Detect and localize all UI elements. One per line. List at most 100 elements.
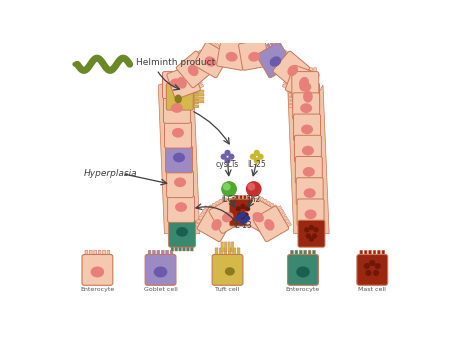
- FancyBboxPatch shape: [165, 95, 168, 103]
- FancyBboxPatch shape: [166, 83, 193, 110]
- Ellipse shape: [305, 209, 317, 219]
- FancyBboxPatch shape: [107, 250, 110, 258]
- Circle shape: [237, 212, 243, 218]
- FancyBboxPatch shape: [242, 40, 246, 47]
- FancyBboxPatch shape: [304, 110, 307, 117]
- FancyBboxPatch shape: [373, 250, 376, 258]
- Circle shape: [220, 153, 227, 160]
- Text: Enterocyte: Enterocyte: [286, 287, 320, 292]
- FancyBboxPatch shape: [183, 170, 186, 177]
- FancyBboxPatch shape: [259, 36, 263, 43]
- FancyBboxPatch shape: [253, 206, 289, 242]
- FancyBboxPatch shape: [190, 89, 199, 92]
- FancyBboxPatch shape: [320, 216, 322, 223]
- FancyBboxPatch shape: [285, 66, 319, 99]
- FancyBboxPatch shape: [305, 131, 307, 138]
- FancyBboxPatch shape: [310, 174, 313, 181]
- Circle shape: [245, 216, 250, 221]
- FancyBboxPatch shape: [153, 250, 155, 258]
- Circle shape: [240, 215, 246, 221]
- Text: Enterocyte: Enterocyte: [80, 287, 115, 292]
- FancyBboxPatch shape: [301, 216, 303, 223]
- FancyBboxPatch shape: [302, 68, 305, 75]
- FancyBboxPatch shape: [164, 96, 191, 123]
- Ellipse shape: [264, 219, 274, 231]
- FancyBboxPatch shape: [238, 40, 269, 70]
- FancyBboxPatch shape: [219, 199, 224, 206]
- FancyBboxPatch shape: [292, 83, 319, 110]
- Ellipse shape: [173, 153, 185, 162]
- FancyBboxPatch shape: [207, 40, 213, 47]
- Text: Mast cell: Mast cell: [358, 287, 386, 292]
- FancyBboxPatch shape: [170, 219, 173, 226]
- Polygon shape: [158, 51, 329, 234]
- FancyBboxPatch shape: [309, 131, 311, 138]
- Ellipse shape: [174, 177, 186, 187]
- FancyBboxPatch shape: [258, 197, 264, 204]
- Circle shape: [304, 227, 310, 232]
- Circle shape: [306, 233, 311, 239]
- FancyBboxPatch shape: [196, 219, 203, 225]
- FancyBboxPatch shape: [178, 120, 180, 127]
- FancyBboxPatch shape: [194, 222, 201, 228]
- FancyBboxPatch shape: [252, 37, 255, 44]
- FancyBboxPatch shape: [289, 101, 296, 104]
- FancyBboxPatch shape: [190, 101, 199, 104]
- Circle shape: [238, 213, 243, 219]
- FancyBboxPatch shape: [255, 195, 260, 202]
- FancyBboxPatch shape: [313, 153, 316, 159]
- FancyBboxPatch shape: [283, 219, 290, 225]
- FancyBboxPatch shape: [188, 194, 191, 201]
- FancyBboxPatch shape: [297, 131, 300, 138]
- FancyBboxPatch shape: [310, 68, 312, 75]
- FancyBboxPatch shape: [229, 199, 256, 226]
- FancyBboxPatch shape: [182, 219, 184, 226]
- FancyBboxPatch shape: [214, 43, 219, 51]
- Text: ILC2: ILC2: [221, 195, 237, 204]
- FancyBboxPatch shape: [256, 49, 262, 56]
- FancyBboxPatch shape: [314, 89, 317, 96]
- FancyBboxPatch shape: [304, 216, 307, 223]
- FancyBboxPatch shape: [212, 255, 243, 285]
- FancyBboxPatch shape: [196, 50, 202, 56]
- FancyBboxPatch shape: [163, 72, 190, 99]
- FancyBboxPatch shape: [182, 120, 184, 127]
- FancyBboxPatch shape: [166, 250, 169, 258]
- FancyBboxPatch shape: [292, 72, 319, 99]
- FancyBboxPatch shape: [224, 49, 229, 56]
- FancyBboxPatch shape: [184, 95, 187, 103]
- FancyBboxPatch shape: [201, 213, 208, 218]
- FancyBboxPatch shape: [283, 84, 290, 89]
- FancyBboxPatch shape: [217, 45, 223, 52]
- FancyBboxPatch shape: [169, 95, 172, 103]
- FancyBboxPatch shape: [232, 195, 235, 202]
- FancyBboxPatch shape: [190, 219, 192, 226]
- FancyBboxPatch shape: [268, 203, 274, 210]
- FancyBboxPatch shape: [181, 95, 183, 103]
- FancyBboxPatch shape: [204, 206, 211, 211]
- FancyBboxPatch shape: [241, 198, 277, 234]
- FancyBboxPatch shape: [179, 145, 182, 152]
- Ellipse shape: [270, 56, 281, 67]
- FancyBboxPatch shape: [308, 110, 310, 117]
- FancyBboxPatch shape: [262, 199, 267, 206]
- FancyBboxPatch shape: [90, 250, 92, 258]
- FancyBboxPatch shape: [98, 250, 101, 258]
- FancyBboxPatch shape: [304, 250, 307, 258]
- FancyBboxPatch shape: [194, 100, 204, 103]
- FancyBboxPatch shape: [291, 250, 293, 258]
- FancyBboxPatch shape: [203, 59, 210, 65]
- Circle shape: [250, 153, 256, 160]
- FancyBboxPatch shape: [315, 110, 318, 117]
- FancyBboxPatch shape: [302, 174, 305, 181]
- FancyBboxPatch shape: [173, 194, 175, 201]
- FancyBboxPatch shape: [102, 250, 105, 258]
- FancyBboxPatch shape: [273, 62, 280, 68]
- FancyBboxPatch shape: [308, 250, 311, 258]
- Circle shape: [374, 263, 381, 269]
- FancyBboxPatch shape: [293, 114, 320, 141]
- FancyBboxPatch shape: [209, 205, 214, 212]
- FancyBboxPatch shape: [273, 40, 279, 47]
- FancyBboxPatch shape: [369, 250, 372, 258]
- FancyBboxPatch shape: [247, 38, 252, 45]
